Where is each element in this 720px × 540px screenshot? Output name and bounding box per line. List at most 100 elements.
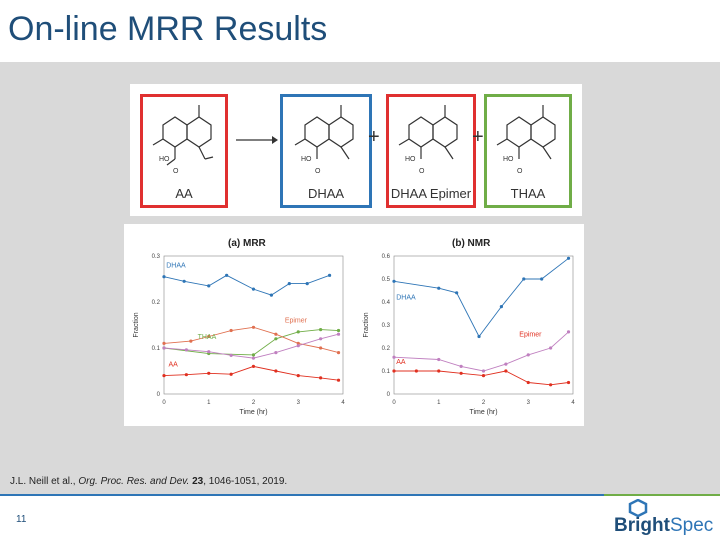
logo-mark-icon — [628, 499, 648, 517]
chart-b-series-line-0 — [393, 257, 569, 338]
compound-box-thaa: HO O THAA — [484, 94, 572, 208]
chart-b-data-point — [477, 334, 481, 339]
chart-a-xtick-label: 1 — [207, 400, 211, 406]
chart-a-data-point — [269, 293, 273, 297]
chart-a-data-point — [189, 339, 193, 343]
chart-b-series-label: Epimer — [519, 332, 542, 339]
chart-b-data-point — [455, 291, 459, 295]
chart-a-ytick-label: 0.2 — [152, 300, 161, 306]
compound-label-dhaa: DHAA — [307, 186, 345, 201]
chart-b-data-point — [566, 380, 571, 385]
chart-b: 0 1 2 3 4 0 0.1 0.2 0.3 0.4 0.5 0.6 Time (hr) Fractio… — [363, 254, 575, 416]
chart-a-data-point — [296, 330, 300, 334]
dhaa-epimer-structure: HO O — [398, 105, 458, 175]
chart-b-data-point — [414, 369, 418, 373]
chart-a: 0 1 2 3 4 0 0.1 0.2 0.3 Time (hr) Fraction DHAA THAA… — [133, 254, 345, 416]
chart-a-data-point — [336, 378, 341, 382]
aa-structure: HO O — [152, 105, 214, 175]
chart-a-data-point — [251, 356, 256, 360]
chart-b-data-point — [437, 357, 441, 362]
chart-a-data-point — [162, 374, 166, 378]
chart-a-y-axis-label: Fraction — [133, 312, 140, 337]
chart-a-xtick-label: 0 — [162, 400, 166, 406]
footer — [0, 496, 720, 540]
plus-sign-1: + — [368, 126, 380, 148]
chart-a-data-point — [225, 273, 229, 277]
compound-label-thaa: THAA — [510, 186, 546, 201]
chart-a-data-point — [305, 282, 309, 286]
chart-a-x-axis-label: Time (hr) — [239, 409, 267, 416]
logo-text-spec: Spec — [670, 515, 714, 536]
chart-a-data-point — [229, 353, 233, 357]
chart-a-data-point — [229, 328, 233, 333]
chart-a-ytick-label: 0 — [157, 392, 161, 398]
chart-a-data-point — [336, 332, 341, 336]
chart-a-data-point — [319, 337, 323, 341]
footer-rule-blue — [0, 494, 604, 496]
compound-label-aa: AA — [175, 186, 193, 201]
chart-a-xtick-label: 3 — [297, 400, 301, 406]
chart-b-data-point — [437, 369, 441, 373]
chart-b-x-axis-label: Time (hr) — [469, 409, 497, 416]
chart-a-series-label: DHAA — [166, 263, 186, 270]
chart-a-series-line-0 — [163, 274, 330, 296]
chart-a-data-point — [251, 353, 256, 357]
chart-b-series-line-1 — [393, 331, 569, 372]
reaction-arrow-icon — [236, 136, 278, 144]
chart-b-ytick-label: 0.4 — [382, 300, 391, 306]
chart-b-xtick-label: 4 — [571, 400, 575, 406]
chart-b-xtick-label: 1 — [437, 400, 441, 406]
chart-a-plot-frame — [163, 255, 344, 395]
citation-journal: Org. Proc. Res. and Dev. — [78, 476, 190, 487]
chart-b-data-point — [481, 374, 486, 378]
thaa-structure: HO O — [496, 105, 556, 175]
chart-a-data-point — [162, 346, 166, 350]
chart-a-xtick-label: 2 — [252, 400, 256, 406]
svg-text:O: O — [173, 168, 179, 175]
chart-a-data-point — [184, 348, 188, 352]
chart-b-data-point — [504, 369, 508, 373]
chart-b-data-point — [549, 346, 553, 350]
chart-a-xtick-label: 4 — [341, 400, 345, 406]
plus-sign-2: + — [472, 126, 484, 148]
chart-a-data-point — [207, 350, 211, 354]
citation: J.L. Neill et al., Org. Proc. Res. and D… — [10, 476, 287, 487]
chart-a-data-point — [296, 374, 300, 378]
dhaa-structure: HO O — [294, 105, 354, 175]
chart-a-data-point — [207, 334, 211, 339]
chart-b-data-point — [566, 256, 571, 260]
chart-a-data-point — [274, 337, 278, 341]
chart-b-plot-frame — [393, 255, 574, 395]
footer-rule-green — [604, 494, 720, 496]
chart-a-data-point — [336, 351, 341, 355]
svg-text:HO: HO — [503, 156, 514, 163]
chart-b-ytick-label: 0.6 — [382, 254, 391, 260]
chart-a-data-point — [319, 346, 323, 350]
chart-a-series-line-4 — [163, 365, 339, 381]
chart-a-data-point — [162, 275, 166, 279]
chart-a-data-point — [296, 341, 300, 345]
chart-b-xtick-label: 2 — [482, 400, 486, 406]
chart-b-ytick-label: 0.1 — [382, 369, 391, 375]
chart-b-data-point — [459, 371, 463, 375]
brightspec-logo: Bright Spec — [612, 499, 716, 539]
chart-b-data-point — [392, 279, 396, 283]
chart-a-data-point — [251, 325, 256, 329]
chart-b-data-point — [392, 369, 396, 373]
chart-b-ytick-label: 0 — [387, 392, 391, 398]
chart-b-data-point — [526, 353, 530, 357]
chart-b-data-point — [526, 380, 530, 385]
chart-a-series-label: AA — [168, 361, 178, 368]
compound-box-dhaa-epimer: HO O DHAA Epimer — [386, 94, 476, 208]
chart-b-data-point — [392, 355, 396, 359]
chart-a-data-point — [229, 372, 233, 376]
svg-text:HO: HO — [159, 156, 170, 163]
chart-b-series-label: DHAA — [396, 295, 416, 302]
svg-text:HO: HO — [405, 156, 416, 163]
plots-panel: (a) MRR (b) NMR 0 1 2 3 4 0 0.1 0.2 0.3 Time (hr)… — [124, 224, 584, 426]
compound-box-dhaa: HO O DHAA — [280, 94, 372, 208]
chart-a-ytick-label: 0.1 — [152, 346, 161, 352]
svg-text:O: O — [315, 168, 321, 175]
svg-text:HO: HO — [301, 156, 312, 163]
chart-a-data-point — [274, 351, 278, 355]
